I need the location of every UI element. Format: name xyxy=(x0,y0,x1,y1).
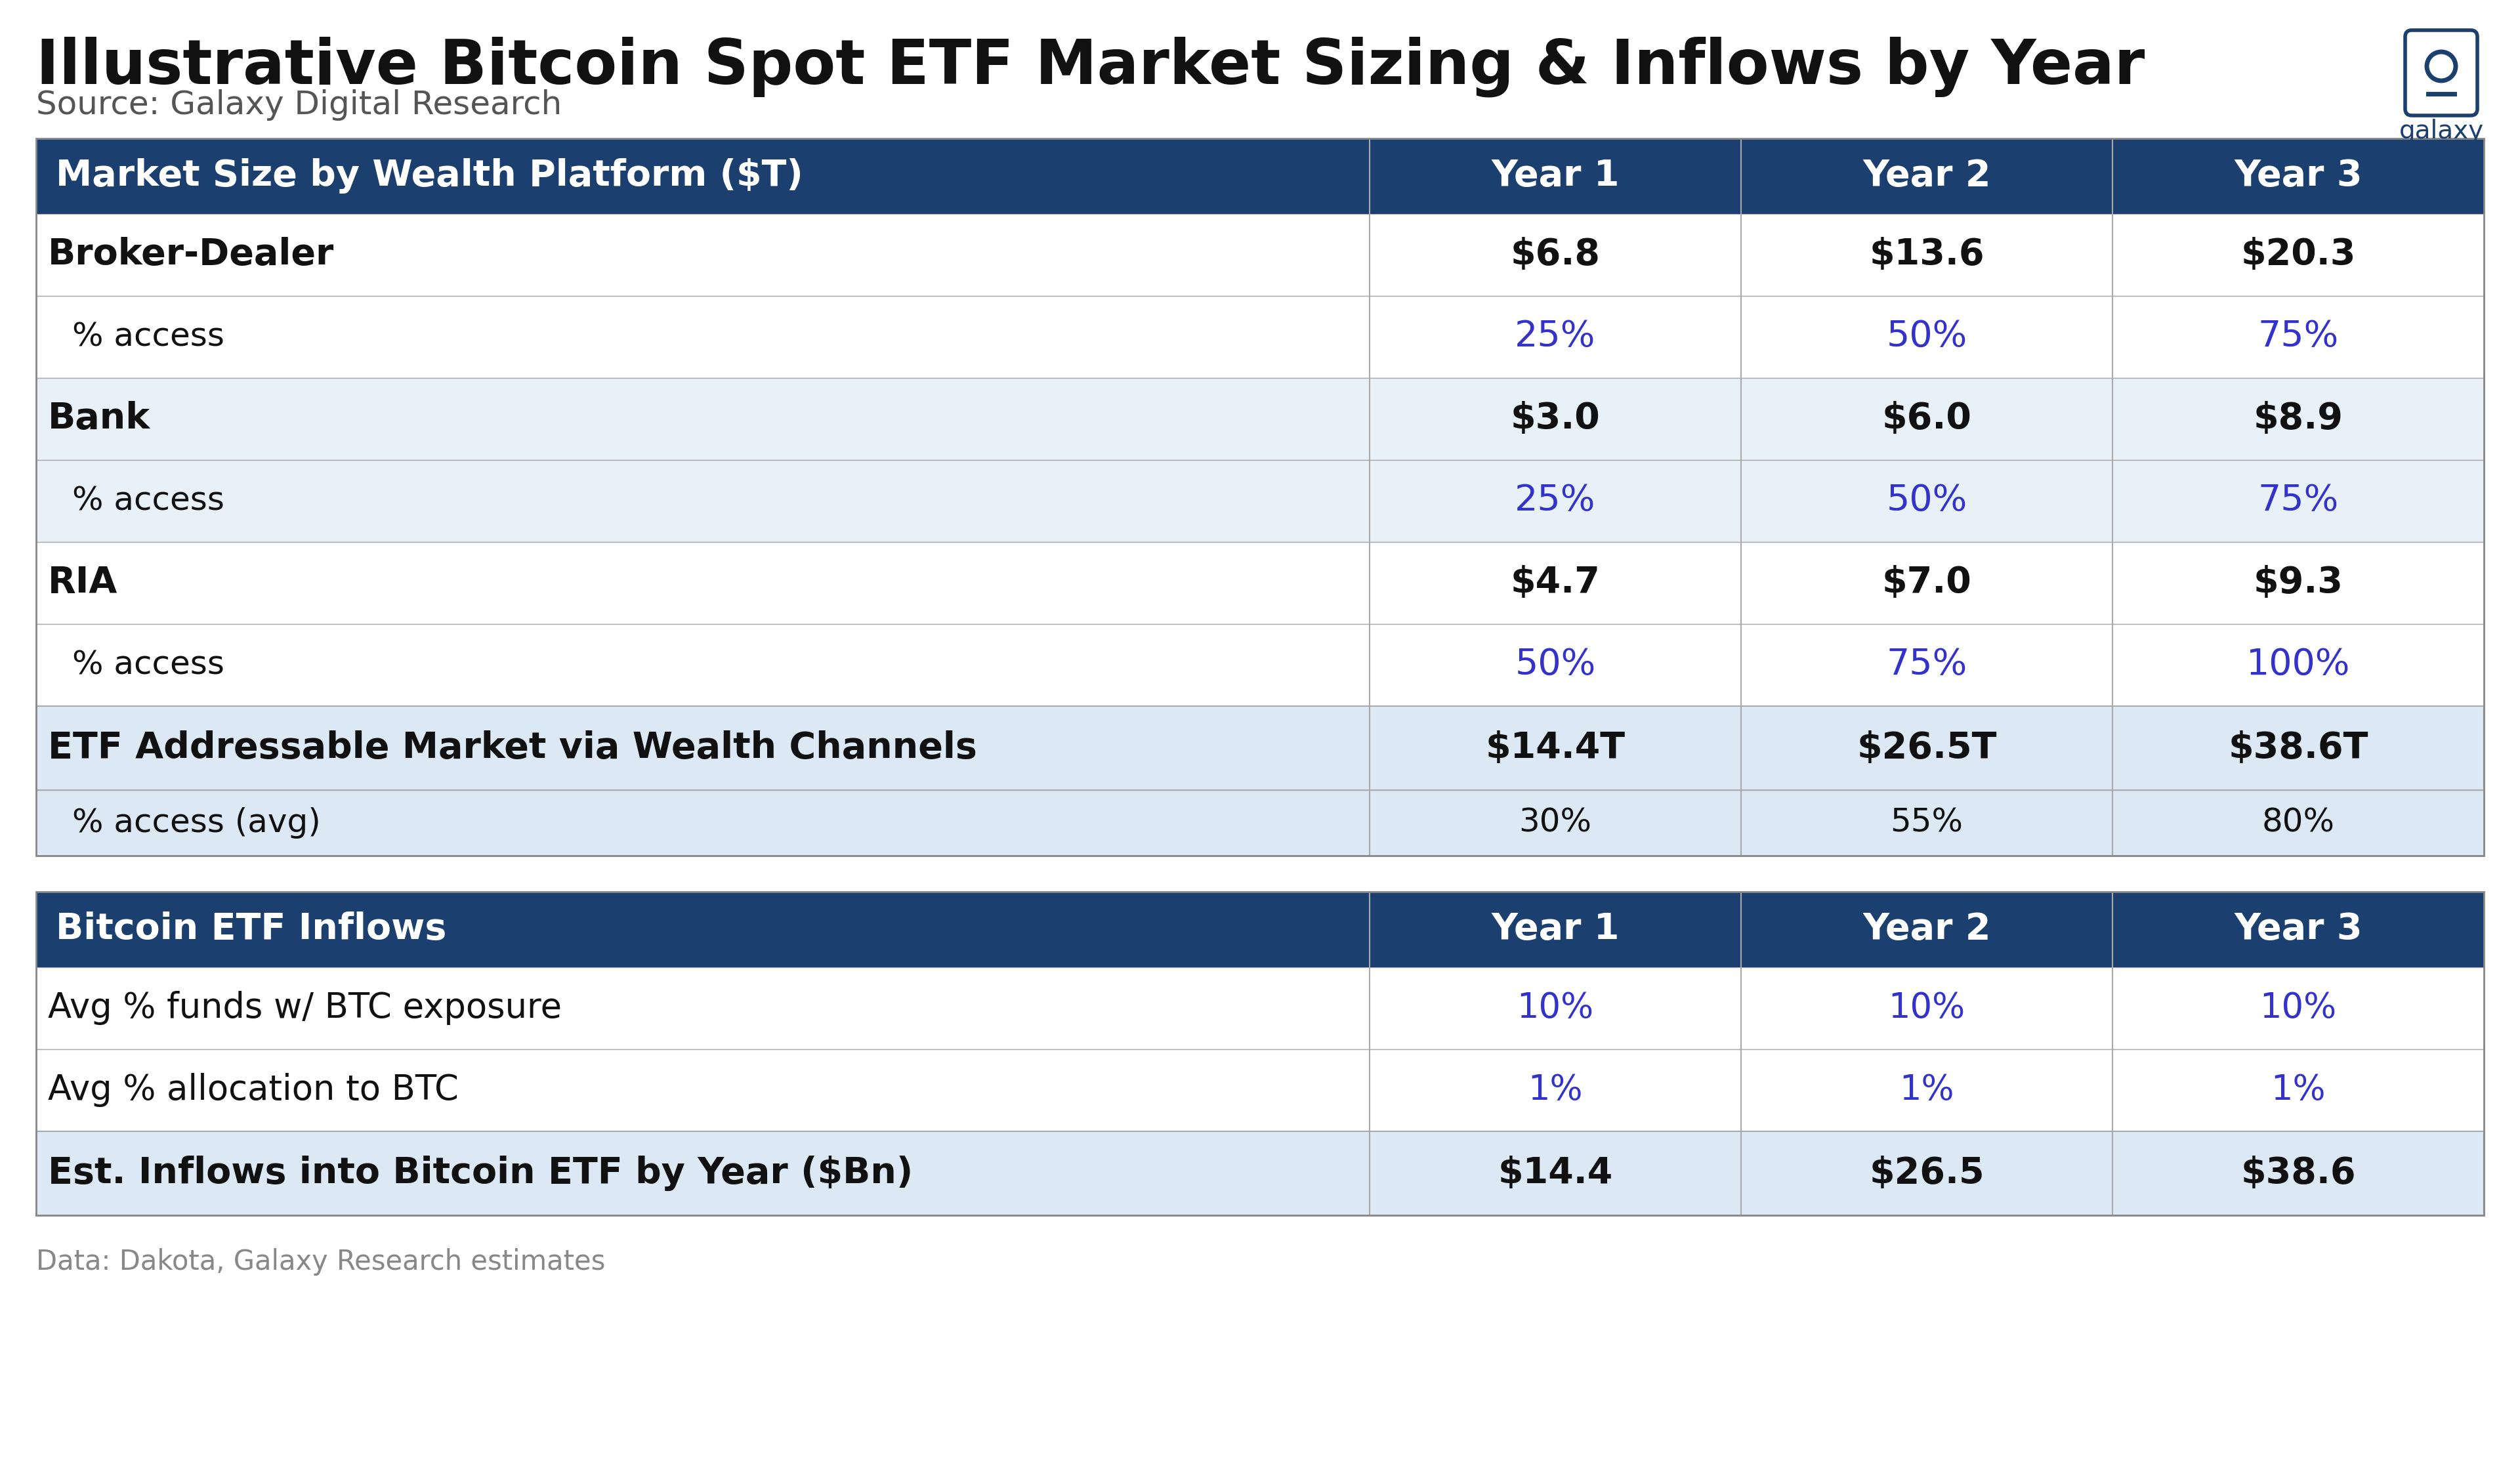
Text: $14.4T: $14.4T xyxy=(1484,731,1625,766)
Text: galaxy: galaxy xyxy=(2399,119,2485,143)
Text: % access (avg): % access (avg) xyxy=(73,807,320,839)
Text: 50%: 50% xyxy=(1887,319,1968,354)
Text: $38.6: $38.6 xyxy=(2240,1155,2356,1192)
Bar xyxy=(35,892,2485,1215)
Bar xyxy=(35,968,2485,1050)
Text: % access: % access xyxy=(73,485,224,517)
Text: $4.7: $4.7 xyxy=(1509,565,1600,600)
Text: 25%: 25% xyxy=(1515,319,1595,354)
Text: Year 2: Year 2 xyxy=(1862,912,1991,947)
Text: Bitcoin ETF Inflows: Bitcoin ETF Inflows xyxy=(55,912,446,947)
Text: Year 1: Year 1 xyxy=(1492,912,1620,947)
Text: $20.3: $20.3 xyxy=(2240,237,2356,272)
Text: Data: Dakota, Galaxy Research estimates: Data: Dakota, Galaxy Research estimates xyxy=(35,1249,605,1275)
Text: $38.6T: $38.6T xyxy=(2228,731,2369,766)
Text: $26.5T: $26.5T xyxy=(1857,731,1996,766)
Bar xyxy=(35,139,2485,855)
Text: Year 1: Year 1 xyxy=(1492,158,1620,193)
Bar xyxy=(35,706,2485,791)
Text: Avg % allocation to BTC: Avg % allocation to BTC xyxy=(48,1073,459,1107)
Text: 1%: 1% xyxy=(2271,1073,2326,1107)
Text: Est. Inflows into Bitcoin ETF by Year ($Bn): Est. Inflows into Bitcoin ETF by Year ($… xyxy=(48,1155,912,1192)
Bar xyxy=(35,214,2485,296)
Bar xyxy=(35,296,2485,378)
Text: RIA: RIA xyxy=(48,565,118,600)
Text: $8.9: $8.9 xyxy=(2253,401,2344,436)
Text: 100%: 100% xyxy=(2245,647,2351,682)
Text: ETF Addressable Market via Wealth Channels: ETF Addressable Market via Wealth Channe… xyxy=(48,731,978,766)
Text: $6.0: $6.0 xyxy=(1882,401,1971,436)
Text: 10%: 10% xyxy=(2260,991,2336,1025)
Bar xyxy=(35,1050,2485,1132)
Text: Broker-Dealer: Broker-Dealer xyxy=(48,237,335,272)
Bar xyxy=(35,378,2485,460)
Text: 50%: 50% xyxy=(1515,647,1595,682)
Bar xyxy=(35,1132,2485,1215)
Text: Avg % funds w/ BTC exposure: Avg % funds w/ BTC exposure xyxy=(48,991,562,1025)
Bar xyxy=(35,791,2485,855)
Text: 50%: 50% xyxy=(1887,483,1968,518)
Text: Bank: Bank xyxy=(48,401,151,436)
Text: 1%: 1% xyxy=(1900,1073,1953,1107)
Text: 55%: 55% xyxy=(1890,807,1963,839)
Bar xyxy=(35,542,2485,624)
Text: 10%: 10% xyxy=(1517,991,1593,1025)
Text: 75%: 75% xyxy=(2258,483,2339,518)
Text: $9.3: $9.3 xyxy=(2253,565,2344,600)
Text: 75%: 75% xyxy=(1887,647,1968,682)
Text: $6.8: $6.8 xyxy=(1509,237,1600,272)
Text: 10%: 10% xyxy=(1887,991,1966,1025)
Text: Year 2: Year 2 xyxy=(1862,158,1991,193)
Text: Year 3: Year 3 xyxy=(2235,912,2361,947)
Text: Illustrative Bitcoin Spot ETF Market Sizing & Inflows by Year: Illustrative Bitcoin Spot ETF Market Siz… xyxy=(35,37,2145,98)
Bar xyxy=(35,139,2485,214)
Text: 30%: 30% xyxy=(1520,807,1593,839)
Text: 80%: 80% xyxy=(2263,807,2334,839)
Text: % access: % access xyxy=(73,321,224,353)
Text: $7.0: $7.0 xyxy=(1882,565,1971,600)
Text: $13.6: $13.6 xyxy=(1870,237,1983,272)
Text: $26.5: $26.5 xyxy=(1870,1155,1983,1192)
Bar xyxy=(35,892,2485,968)
Text: $14.4: $14.4 xyxy=(1497,1155,1613,1192)
Text: % access: % access xyxy=(73,649,224,681)
Bar xyxy=(35,460,2485,542)
Text: Market Size by Wealth Platform ($T): Market Size by Wealth Platform ($T) xyxy=(55,158,804,193)
Text: $3.0: $3.0 xyxy=(1509,401,1600,436)
Text: Source: Galaxy Digital Research: Source: Galaxy Digital Research xyxy=(35,89,562,120)
Text: 1%: 1% xyxy=(1527,1073,1583,1107)
Text: 75%: 75% xyxy=(2258,319,2339,354)
Bar xyxy=(35,624,2485,706)
Text: 25%: 25% xyxy=(1515,483,1595,518)
Text: Year 3: Year 3 xyxy=(2235,158,2361,193)
FancyBboxPatch shape xyxy=(2404,31,2477,116)
